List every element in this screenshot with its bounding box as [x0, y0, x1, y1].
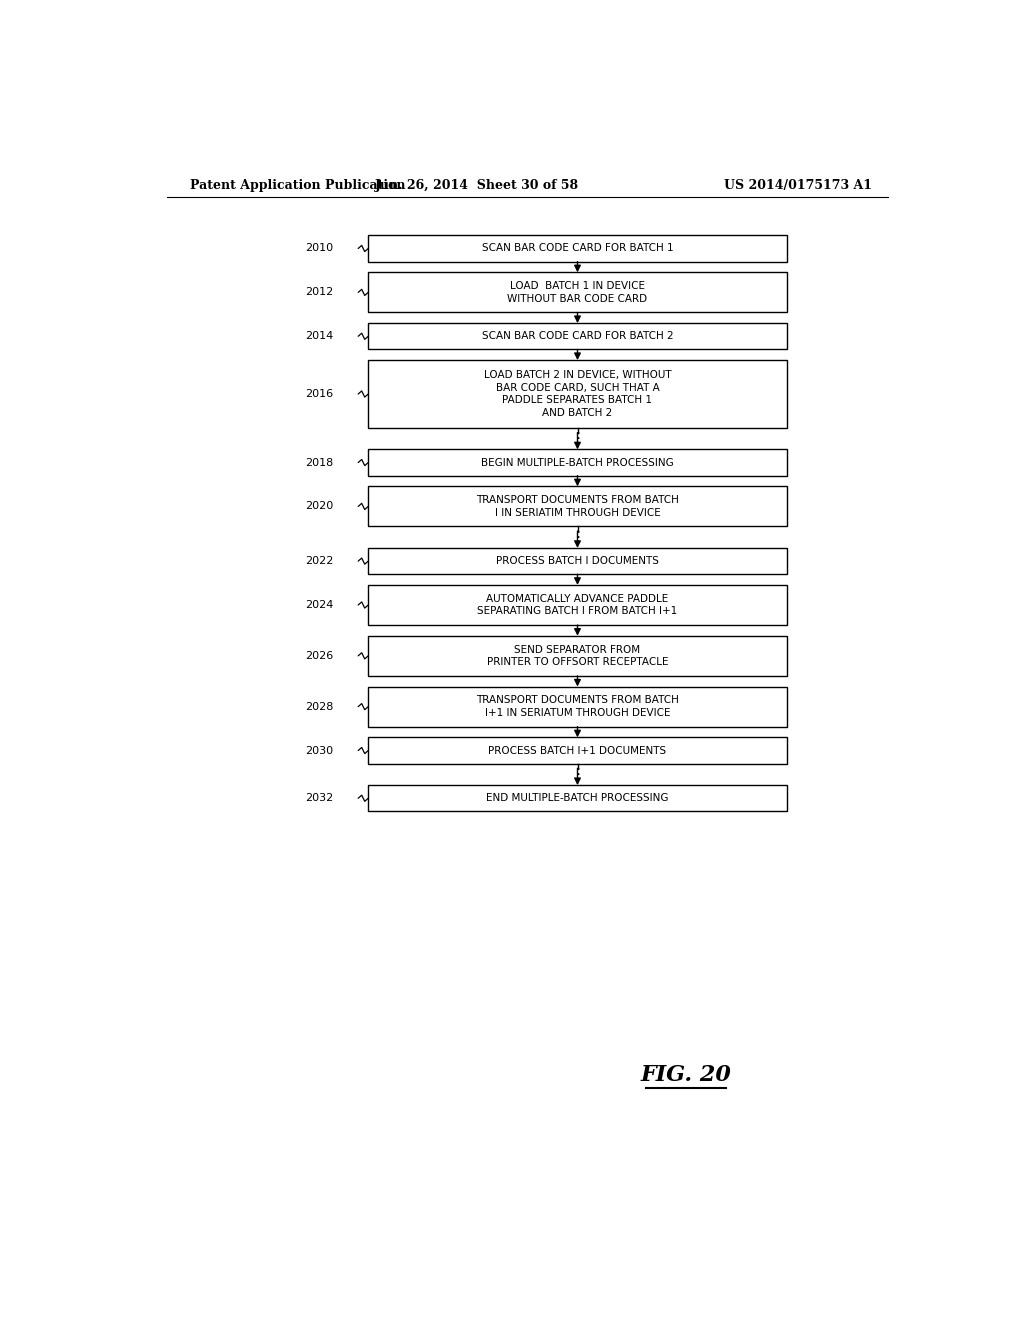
Bar: [369, 738, 786, 763]
Text: TRANSPORT DOCUMENTS FROM BATCH
I IN SERIATIM THROUGH DEVICE: TRANSPORT DOCUMENTS FROM BATCH I IN SERI…: [476, 495, 679, 517]
Text: SEND SEPARATOR FROM
PRINTER TO OFFSORT RECEPTACLE: SEND SEPARATOR FROM PRINTER TO OFFSORT R…: [486, 644, 669, 667]
Bar: [369, 272, 786, 313]
Text: 2016: 2016: [305, 389, 334, 399]
Text: 2014: 2014: [305, 331, 334, 342]
Text: PROCESS BATCH I+1 DOCUMENTS: PROCESS BATCH I+1 DOCUMENTS: [488, 746, 667, 755]
Text: SCAN BAR CODE CARD FOR BATCH 2: SCAN BAR CODE CARD FOR BATCH 2: [481, 331, 674, 342]
Text: LOAD  BATCH 1 IN DEVICE
WITHOUT BAR CODE CARD: LOAD BATCH 1 IN DEVICE WITHOUT BAR CODE …: [508, 281, 647, 304]
Text: 2024: 2024: [305, 601, 334, 610]
Text: LOAD BATCH 2 IN DEVICE, WITHOUT
BAR CODE CARD, SUCH THAT A
PADDLE SEPARATES BATC: LOAD BATCH 2 IN DEVICE, WITHOUT BAR CODE…: [483, 371, 672, 417]
Bar: [369, 323, 786, 350]
Bar: [369, 360, 786, 428]
Text: Jun. 26, 2014  Sheet 30 of 58: Jun. 26, 2014 Sheet 30 of 58: [375, 178, 579, 191]
Text: Patent Application Publication: Patent Application Publication: [190, 178, 406, 191]
Bar: [369, 785, 786, 812]
Text: 2022: 2022: [305, 556, 334, 566]
Text: 2026: 2026: [305, 651, 334, 661]
Text: ⋮: ⋮: [570, 432, 585, 446]
Bar: [369, 235, 786, 261]
Text: FIG. 20: FIG. 20: [641, 1064, 731, 1086]
Text: ⋮: ⋮: [570, 529, 585, 545]
Text: BEGIN MULTIPLE-BATCH PROCESSING: BEGIN MULTIPLE-BATCH PROCESSING: [481, 458, 674, 467]
Text: 2010: 2010: [305, 243, 334, 253]
Text: 2032: 2032: [305, 793, 334, 804]
Text: 2012: 2012: [305, 288, 334, 297]
Text: 2020: 2020: [305, 502, 334, 511]
Text: 2018: 2018: [305, 458, 334, 467]
Text: TRANSPORT DOCUMENTS FROM BATCH
I+1 IN SERIATUM THROUGH DEVICE: TRANSPORT DOCUMENTS FROM BATCH I+1 IN SE…: [476, 696, 679, 718]
Text: PROCESS BATCH I DOCUMENTS: PROCESS BATCH I DOCUMENTS: [496, 556, 658, 566]
Text: SCAN BAR CODE CARD FOR BATCH 1: SCAN BAR CODE CARD FOR BATCH 1: [481, 243, 674, 253]
Bar: [369, 636, 786, 676]
Bar: [369, 487, 786, 527]
Bar: [369, 686, 786, 726]
Text: 2030: 2030: [305, 746, 334, 755]
Bar: [369, 450, 786, 475]
Bar: [369, 548, 786, 574]
Bar: [369, 585, 786, 626]
Text: ⋮: ⋮: [570, 767, 585, 781]
Text: 2028: 2028: [305, 702, 334, 711]
Text: END MULTIPLE-BATCH PROCESSING: END MULTIPLE-BATCH PROCESSING: [486, 793, 669, 804]
Text: US 2014/0175173 A1: US 2014/0175173 A1: [724, 178, 872, 191]
Text: AUTOMATICALLY ADVANCE PADDLE
SEPARATING BATCH I FROM BATCH I+1: AUTOMATICALLY ADVANCE PADDLE SEPARATING …: [477, 594, 678, 616]
